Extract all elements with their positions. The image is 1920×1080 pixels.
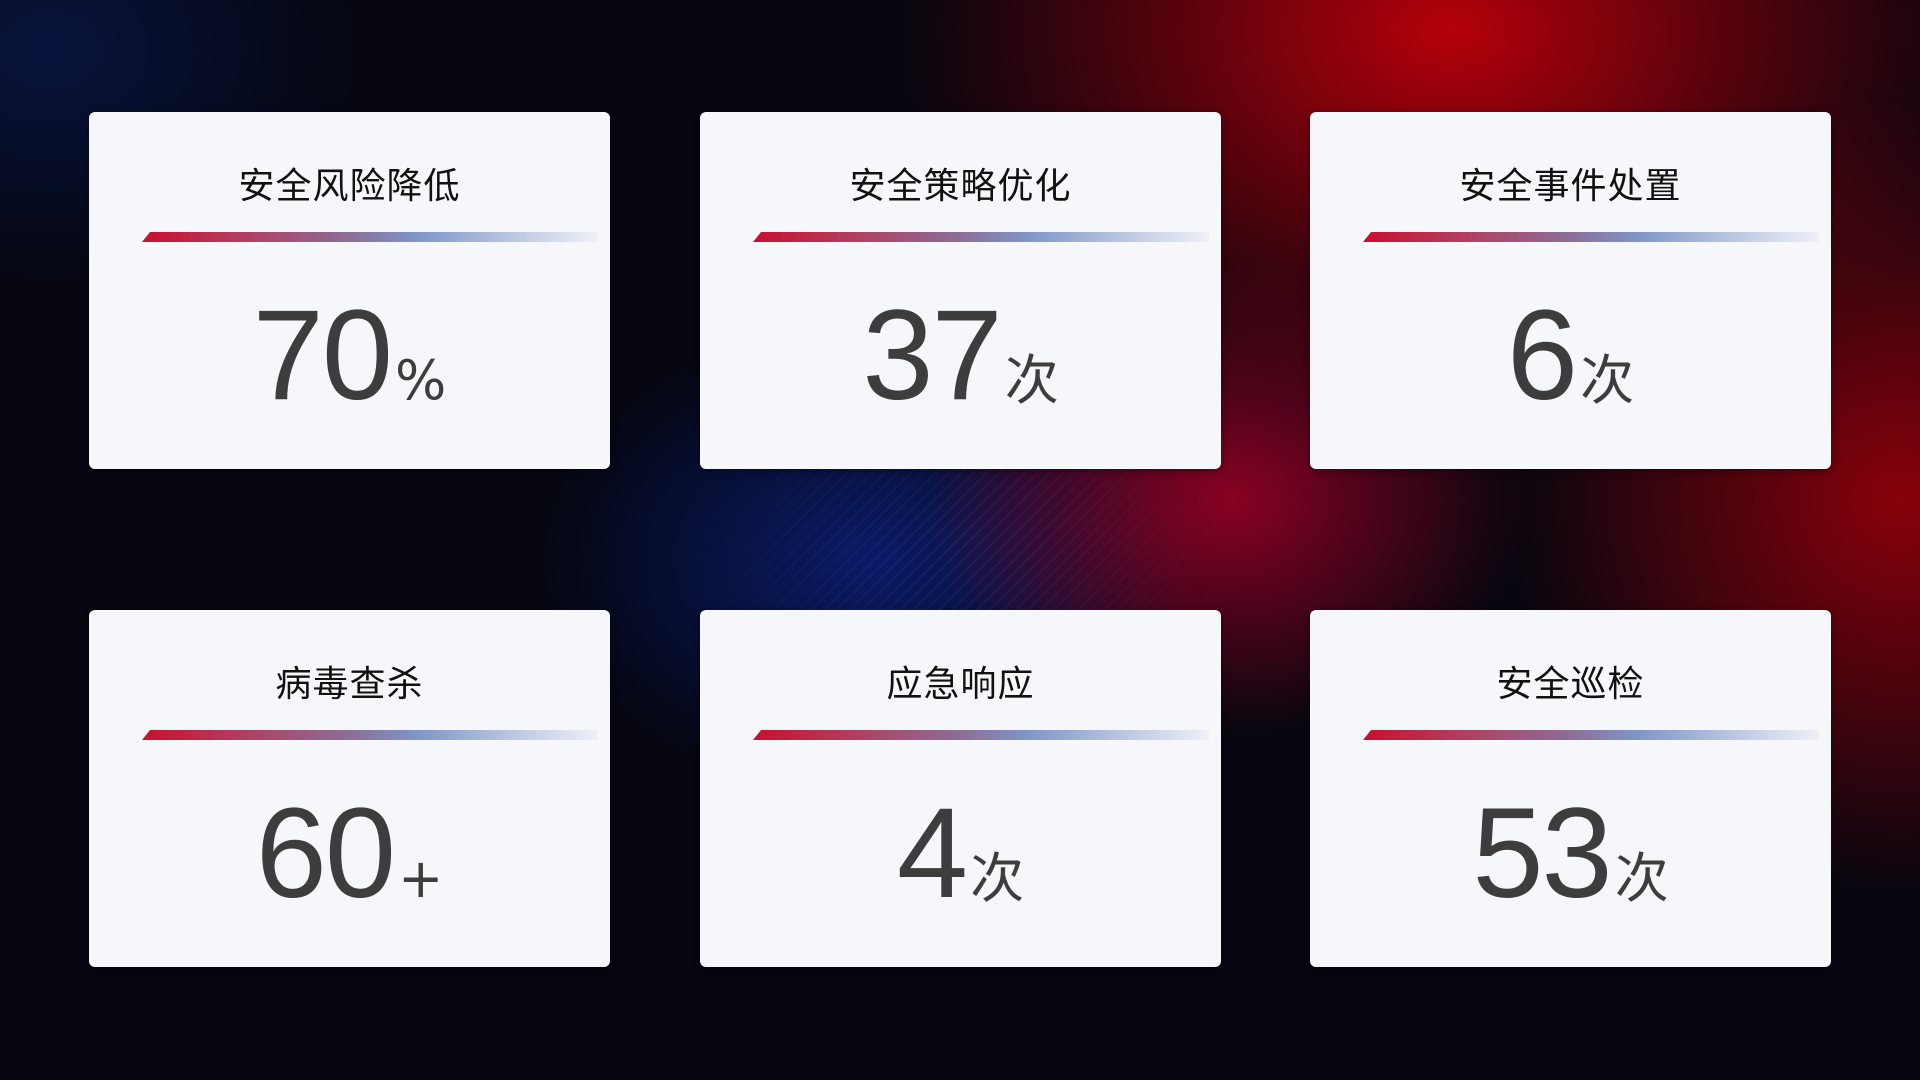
card-value: 70% — [89, 282, 610, 429]
card-value: 4次 — [700, 780, 1221, 927]
card-title: 安全事件处置 — [1459, 166, 1682, 207]
value-suffix: 次 — [1614, 847, 1669, 910]
stat-card-emergency-response: 应急响应 4次 — [700, 610, 1221, 967]
accent-bar — [142, 730, 598, 740]
value-number: 4 — [896, 782, 968, 925]
stat-card-policy-optimization: 安全策略优化 37次 — [700, 112, 1221, 469]
card-title: 安全策略优化 — [849, 166, 1072, 207]
card-title: 安全巡检 — [1496, 664, 1645, 705]
accent-bar — [1363, 730, 1819, 740]
stat-card-virus-removal: 病毒查杀 60+ — [89, 610, 610, 967]
card-value: 6次 — [1310, 282, 1831, 429]
stat-card-risk-reduction: 安全风险降低 70% — [89, 112, 610, 469]
card-title: 安全风险降低 — [238, 166, 461, 207]
value-suffix: 次 — [970, 847, 1025, 910]
stat-card-security-inspection: 安全巡检 53次 — [1310, 610, 1831, 967]
card-title: 病毒查杀 — [275, 664, 424, 705]
value-number: 53 — [1472, 782, 1612, 925]
value-number: 6 — [1506, 284, 1578, 427]
accent-bar — [753, 730, 1209, 740]
card-value: 53次 — [1310, 780, 1831, 927]
value-number: 37 — [862, 284, 1002, 427]
value-suffix: + — [398, 847, 444, 910]
value-suffix: 次 — [1580, 349, 1635, 412]
value-suffix: % — [395, 349, 447, 412]
accent-bar — [142, 232, 598, 242]
card-value: 37次 — [700, 282, 1221, 429]
value-number: 70 — [252, 284, 393, 427]
card-value: 60+ — [89, 780, 610, 927]
stat-card-incident-handling: 安全事件处置 6次 — [1310, 112, 1831, 469]
accent-bar — [753, 232, 1209, 242]
value-number: 60 — [255, 782, 396, 925]
accent-bar — [1363, 232, 1819, 242]
value-suffix: 次 — [1004, 349, 1059, 412]
card-title: 应急响应 — [886, 664, 1035, 705]
